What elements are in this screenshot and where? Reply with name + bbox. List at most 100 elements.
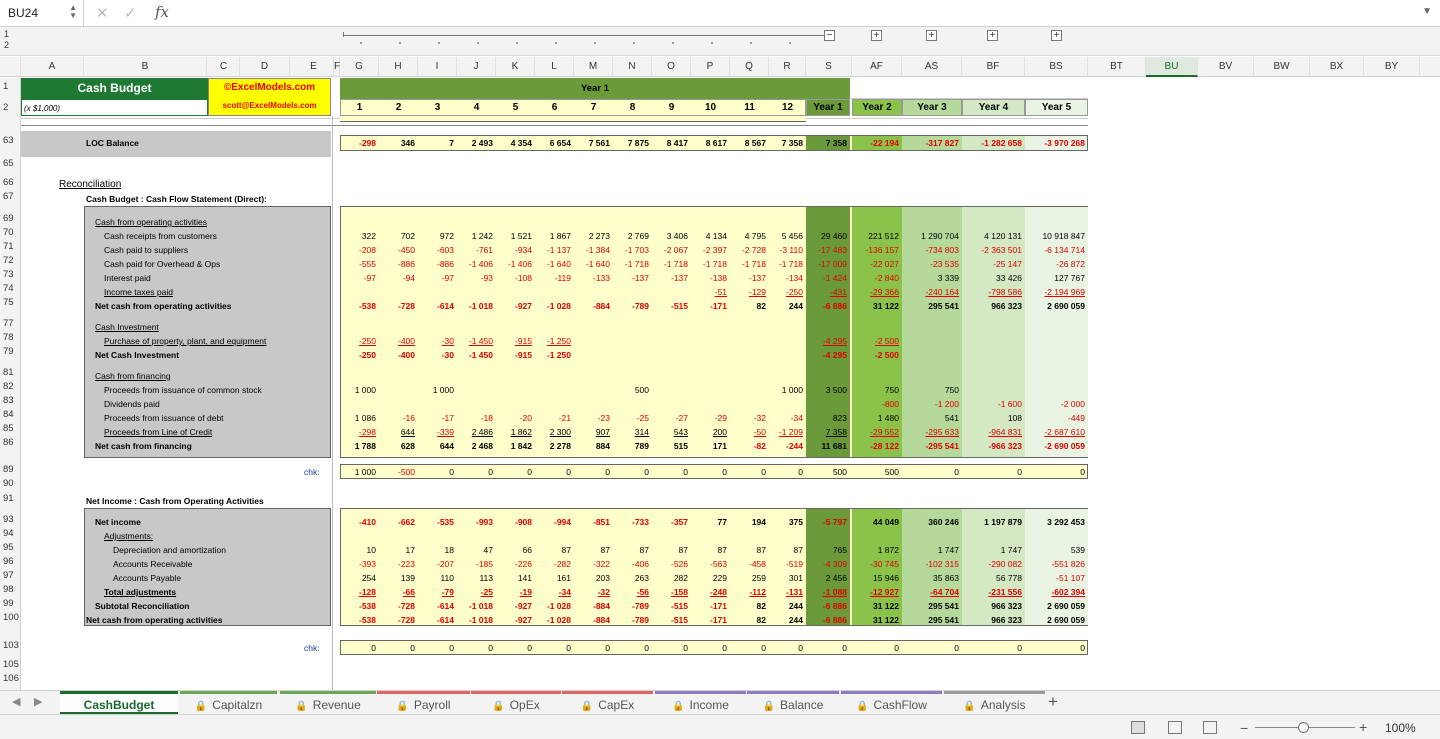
value-cell[interactable]: 8 617 — [705, 138, 727, 148]
value-cell[interactable]: -400 — [397, 350, 415, 360]
value-cell[interactable]: -185 — [475, 559, 493, 569]
column-header-bs[interactable]: BS — [1025, 57, 1088, 77]
value-cell[interactable]: -6 886 — [822, 301, 847, 311]
value-cell[interactable]: -519 — [785, 559, 803, 569]
value-cell[interactable]: -30 745 — [870, 559, 899, 569]
value-cell[interactable]: -526 — [670, 559, 688, 569]
value-cell[interactable]: -138 — [709, 273, 727, 283]
value-cell[interactable]: -1 209 — [778, 427, 803, 437]
column-header-i[interactable]: I — [418, 57, 457, 77]
value-cell[interactable]: 110 — [440, 573, 454, 583]
value-cell[interactable]: 0 — [842, 643, 847, 653]
value-cell[interactable]: -602 394 — [1051, 587, 1085, 597]
value-cell[interactable]: 0 — [527, 643, 532, 653]
value-cell[interactable]: 11 681 — [821, 441, 847, 451]
value-cell[interactable]: -5 797 — [822, 517, 847, 527]
value-cell[interactable]: -538 — [358, 301, 376, 311]
row-number[interactable]: 74 — [3, 283, 14, 294]
normal-view-icon[interactable] — [1131, 721, 1145, 734]
value-cell[interactable]: -614 — [436, 615, 454, 625]
value-cell[interactable]: -1 018 — [468, 301, 493, 311]
value-cell[interactable]: 7 — [449, 138, 454, 148]
value-cell[interactable]: 1 000 — [781, 385, 803, 395]
value-cell[interactable]: 1 747 — [1000, 545, 1022, 555]
value-cell[interactable]: -29 366 — [870, 287, 899, 297]
value-cell[interactable]: -908 — [514, 517, 532, 527]
value-cell[interactable]: -244 — [785, 441, 803, 451]
value-cell[interactable]: -1 018 — [468, 615, 493, 625]
row-number[interactable]: 103 — [3, 640, 19, 651]
value-cell[interactable]: 0 — [566, 467, 571, 477]
value-cell[interactable]: 8 417 — [666, 138, 688, 148]
value-cell[interactable]: -295 541 — [925, 441, 959, 451]
value-cell[interactable]: 4 795 — [744, 231, 766, 241]
value-cell[interactable]: -298 — [358, 138, 376, 148]
value-cell[interactable]: -886 — [397, 259, 415, 269]
value-cell[interactable]: -2 363 501 — [981, 245, 1022, 255]
value-cell[interactable]: -1 200 — [934, 399, 959, 409]
value-cell[interactable]: 1 290 704 — [921, 231, 959, 241]
value-cell[interactable]: -662 — [397, 517, 415, 527]
value-cell[interactable]: 966 323 — [991, 615, 1022, 625]
value-cell[interactable]: -158 — [670, 587, 688, 597]
row-number[interactable]: 94 — [3, 528, 14, 539]
value-cell[interactable]: 500 — [832, 467, 847, 477]
value-cell[interactable]: -23 — [597, 413, 610, 423]
row-number[interactable]: 91 — [3, 493, 14, 504]
value-cell[interactable]: -1 018 — [468, 601, 493, 611]
value-cell[interactable]: 1 788 — [354, 441, 376, 451]
value-cell[interactable]: -22 194 — [870, 138, 899, 148]
row-number[interactable]: 75 — [3, 297, 14, 308]
value-cell[interactable]: 360 246 — [928, 517, 959, 527]
value-cell[interactable]: 282 — [673, 573, 688, 583]
value-cell[interactable]: -2 000 — [1060, 399, 1085, 409]
value-cell[interactable]: -29 552 — [870, 427, 899, 437]
value-cell[interactable]: -17 — [441, 413, 454, 423]
value-cell[interactable]: 1 747 — [937, 545, 959, 555]
column-header-h[interactable]: H — [379, 57, 418, 77]
value-cell[interactable]: -798 586 — [988, 287, 1022, 297]
value-cell[interactable]: -4 295 — [822, 336, 847, 346]
value-cell[interactable]: 0 — [527, 467, 532, 477]
value-cell[interactable]: 0 — [1080, 467, 1085, 477]
value-cell[interactable]: -1 450 — [468, 350, 493, 360]
outline-expand-button[interactable]: + — [1051, 30, 1062, 41]
row-number[interactable]: 98 — [3, 584, 14, 595]
value-cell[interactable]: 7 561 — [588, 138, 610, 148]
value-cell[interactable]: 7 358 — [825, 138, 847, 148]
outline-collapse-button[interactable]: − — [824, 30, 835, 41]
value-cell[interactable]: -171 — [709, 301, 727, 311]
value-cell[interactable]: 127 767 — [1054, 273, 1085, 283]
value-cell[interactable]: 789 — [634, 441, 649, 451]
column-header-bx[interactable]: BX — [1310, 57, 1364, 77]
value-cell[interactable]: -112 — [749, 587, 766, 597]
value-cell[interactable]: -2 500 — [874, 350, 899, 360]
value-cell[interactable]: 295 541 — [928, 615, 959, 625]
column-header-bt[interactable]: BT — [1088, 57, 1146, 77]
value-cell[interactable]: -515 — [670, 301, 688, 311]
add-sheet-icon[interactable]: + — [1048, 692, 1058, 711]
value-cell[interactable]: 5 456 — [781, 231, 803, 241]
value-cell[interactable]: 972 — [439, 231, 454, 241]
row-number[interactable]: 2 — [3, 102, 9, 113]
value-cell[interactable]: 0 — [798, 643, 803, 653]
select-all-corner[interactable] — [0, 57, 21, 77]
value-cell[interactable]: 295 541 — [928, 601, 959, 611]
value-cell[interactable]: 244 — [788, 615, 803, 625]
value-cell[interactable]: -295 633 — [925, 427, 959, 437]
value-cell[interactable]: -207 — [436, 559, 454, 569]
column-header-o[interactable]: O — [652, 57, 691, 77]
value-cell[interactable]: 2 690 059 — [1047, 301, 1085, 311]
cancel-icon[interactable]: ✕ — [96, 5, 109, 22]
value-cell[interactable]: 543 — [673, 427, 688, 437]
value-cell[interactable]: -515 — [670, 615, 688, 625]
page-break-view-icon[interactable] — [1203, 721, 1217, 734]
row-number[interactable]: 95 — [3, 542, 14, 553]
row-number[interactable]: 99 — [3, 598, 14, 609]
value-cell[interactable]: -1 250 — [546, 350, 571, 360]
column-header-bv[interactable]: BV — [1198, 57, 1254, 77]
value-cell[interactable]: -29 — [714, 413, 727, 423]
value-cell[interactable]: -97 — [441, 273, 454, 283]
column-header-r[interactable]: R — [769, 57, 806, 77]
value-cell[interactable]: 244 — [788, 301, 803, 311]
